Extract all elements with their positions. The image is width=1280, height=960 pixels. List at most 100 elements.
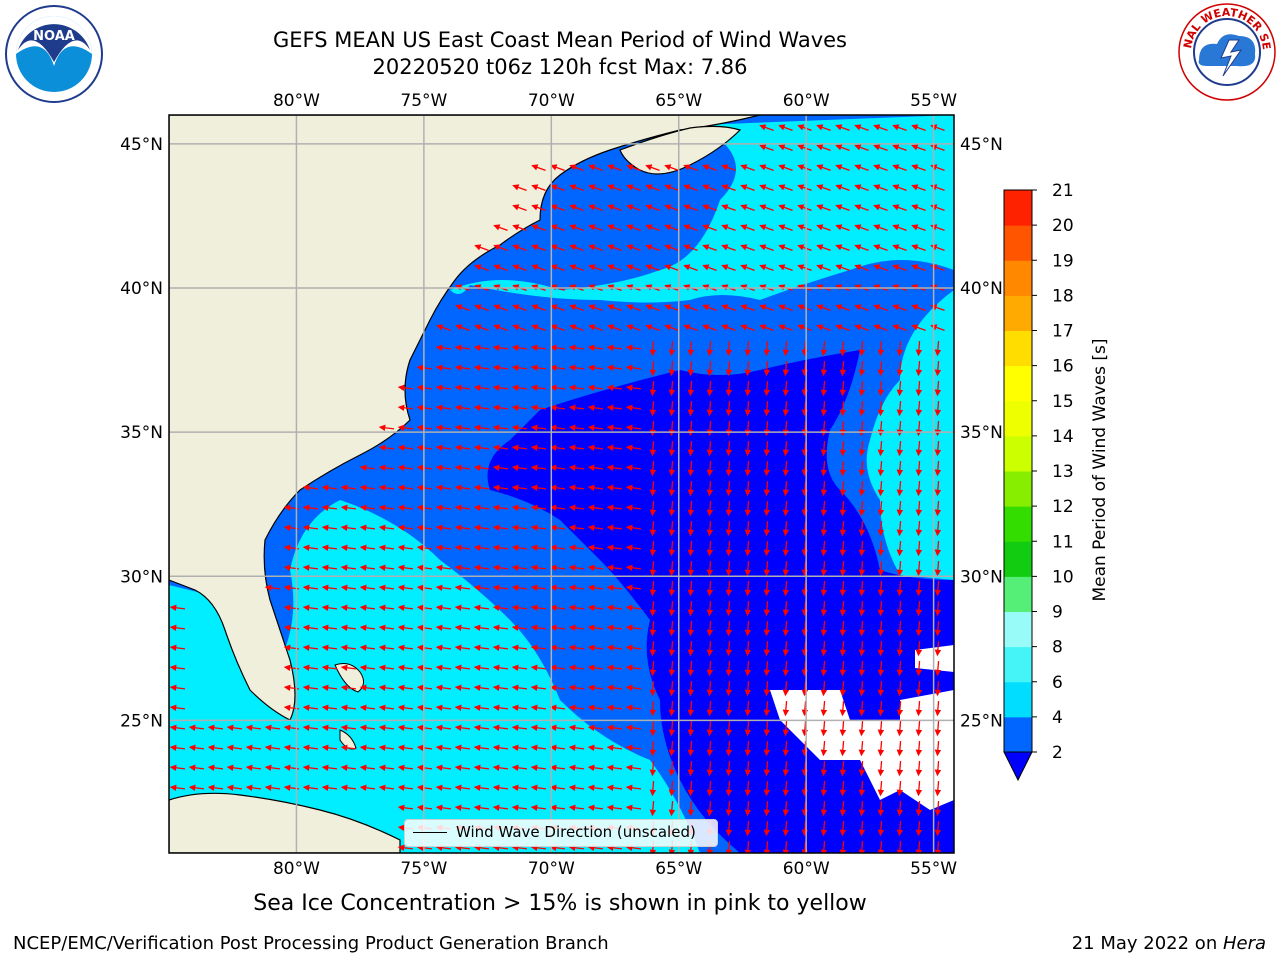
wave-direction-arrow — [455, 304, 470, 312]
wave-direction-arrow — [782, 780, 790, 797]
colorbar-tick-label: 6 — [1052, 673, 1063, 693]
wave-direction-arrow — [687, 540, 695, 557]
wave-direction-arrow — [801, 680, 809, 697]
wave-direction-arrow — [454, 764, 471, 772]
wave-direction-arrow — [877, 400, 885, 417]
wave-direction-arrow — [359, 484, 376, 492]
wave-direction-arrow — [568, 544, 585, 552]
wave-direction-arrow — [473, 704, 490, 712]
wave-direction-arrow — [934, 480, 942, 497]
wave-direction-arrow — [801, 540, 809, 557]
wave-direction-arrow — [725, 380, 733, 397]
wave-direction-arrow — [915, 540, 923, 557]
wave-direction-arrow — [511, 444, 528, 452]
wave-direction-arrow — [340, 624, 357, 632]
wave-direction-arrow — [454, 804, 471, 812]
wave-direction-arrow — [549, 764, 566, 772]
wave-direction-arrow — [588, 204, 603, 212]
wave-direction-arrow — [416, 504, 433, 512]
wave-direction-arrow — [397, 684, 414, 692]
wave-direction-arrow — [725, 520, 733, 537]
wave-direction-arrow — [340, 564, 357, 572]
wave-direction-arrow — [454, 364, 471, 372]
wave-direction-arrow — [512, 264, 527, 272]
wave-direction-arrow — [877, 640, 885, 657]
wave-direction-arrow — [782, 740, 790, 757]
colorbar-bin — [1004, 435, 1032, 472]
wave-direction-arrow — [839, 340, 847, 357]
colorbar-bin — [1004, 330, 1032, 367]
wave-direction-arrow — [435, 444, 452, 452]
wave-direction-arrow — [359, 664, 376, 672]
wave-direction-arrow — [687, 580, 695, 597]
wave-direction-arrow — [782, 400, 790, 417]
wave-direction-arrow — [473, 444, 490, 452]
wave-direction-arrow — [626, 244, 641, 252]
wave-direction-arrow — [378, 424, 395, 432]
wave-direction-arrow — [454, 624, 471, 632]
wave-direction-arrow — [858, 620, 866, 637]
wave-direction-arrow — [549, 424, 566, 432]
wave-direction-arrow — [474, 324, 489, 332]
wave-direction-arrow — [512, 244, 527, 252]
wave-direction-arrow — [687, 720, 695, 737]
lat-label-left: 35°N — [120, 423, 163, 443]
wave-direction-arrow — [625, 704, 642, 712]
wave-direction-arrow — [763, 720, 771, 737]
wave-direction-arrow — [687, 700, 695, 717]
wave-direction-arrow — [416, 644, 433, 652]
wave-direction-arrow — [587, 424, 604, 432]
wave-direction-arrow — [207, 744, 224, 752]
wave-direction-arrow — [835, 324, 850, 332]
wave-direction-arrow — [915, 580, 923, 597]
wave-direction-arrow — [858, 680, 866, 697]
wave-direction-arrow — [706, 680, 714, 697]
wave-direction-arrow — [607, 324, 622, 332]
wave-direction-arrow — [436, 324, 451, 332]
wave-direction-arrow — [549, 644, 566, 652]
wave-direction-arrow — [397, 844, 414, 852]
wave-direction-arrow — [706, 480, 714, 497]
wave-direction-arrow — [188, 764, 205, 772]
wave-direction-arrow — [759, 304, 774, 312]
wave-direction-arrow — [606, 484, 623, 492]
wave-direction-arrow — [549, 384, 566, 392]
wave-direction-arrow — [649, 500, 657, 517]
wave-direction-arrow — [839, 580, 847, 597]
wave-direction-arrow — [435, 504, 452, 512]
wave-direction-arrow — [397, 704, 414, 712]
wave-direction-arrow — [744, 440, 752, 457]
wave-direction-arrow — [782, 580, 790, 597]
wave-direction-arrow — [744, 340, 752, 357]
wave-direction-arrow — [188, 744, 205, 752]
wave-direction-arrow — [782, 480, 790, 497]
wave-direction-arrow — [473, 344, 490, 352]
wave-direction-arrow — [820, 500, 828, 517]
wave-direction-arrow — [264, 764, 281, 772]
wave-direction-arrow — [763, 640, 771, 657]
wave-direction-arrow — [511, 624, 528, 632]
wave-direction-arrow — [725, 740, 733, 757]
wave-direction-arrow — [321, 584, 338, 592]
wave-direction-arrow — [858, 580, 866, 597]
wave-direction-arrow — [568, 484, 585, 492]
wave-direction-arrow — [725, 700, 733, 717]
wave-direction-arrow — [763, 380, 771, 397]
wave-direction-arrow — [915, 760, 923, 777]
wave-direction-arrow — [668, 560, 676, 577]
wave-direction-arrow — [416, 544, 433, 552]
wave-direction-arrow — [321, 644, 338, 652]
wave-direction-arrow — [416, 784, 433, 792]
wave-direction-arrow — [492, 564, 509, 572]
wave-direction-arrow — [587, 664, 604, 672]
wave-direction-arrow — [744, 540, 752, 557]
wave-direction-arrow — [512, 204, 527, 212]
lon-label-top: 70°W — [528, 91, 575, 111]
wave-direction-arrow — [531, 324, 546, 332]
lon-label-bottom: 70°W — [528, 859, 575, 879]
colorbar-tick-label: 8 — [1052, 638, 1063, 658]
wave-direction-arrow — [435, 784, 452, 792]
wave-direction-arrow — [801, 600, 809, 617]
wave-direction-arrow — [687, 740, 695, 757]
wave-direction-arrow — [511, 644, 528, 652]
